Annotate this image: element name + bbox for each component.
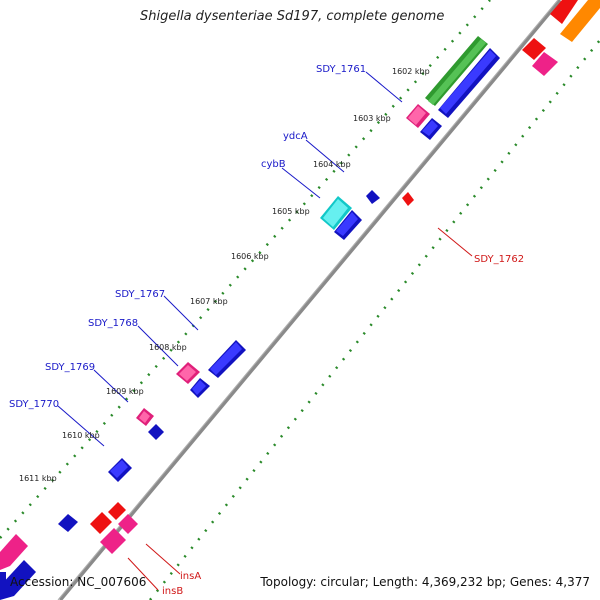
genome-title: Shigella dysenteriae Sd197, complete gen… bbox=[140, 9, 445, 24]
gene-green-large[interactable] bbox=[425, 36, 488, 106]
gene-blue-sdy-1769[interactable] bbox=[148, 424, 164, 440]
gene-label: SDY_1767 bbox=[115, 289, 165, 300]
gene-sdy-1768[interactable] bbox=[176, 362, 200, 384]
gene-blue-ydca-1[interactable] bbox=[420, 118, 442, 140]
gene-insb-magenta-2[interactable] bbox=[118, 514, 138, 534]
gene-label: SDY_1770 bbox=[9, 399, 59, 410]
gene-labels-forward: SDY_1761 ydcA cybB SDY_1767 SDY_1768 SDY_1769… bbox=[9, 64, 366, 410]
gene-label: ydcA bbox=[283, 131, 308, 142]
gene-sdy-1761[interactable] bbox=[406, 104, 430, 128]
gene-blue-sdy-1767[interactable] bbox=[208, 340, 246, 378]
gene-magenta-bottomleft[interactable] bbox=[0, 534, 28, 570]
kbp-label: 1604 kbp bbox=[313, 160, 351, 169]
kbp-label: 1605 kbp bbox=[272, 207, 310, 216]
gene-label: insA bbox=[180, 571, 201, 582]
kbp-label: 1603 kbp bbox=[353, 114, 391, 123]
gene-label: SDY_1762 bbox=[474, 254, 524, 265]
gene-blue-cybb[interactable] bbox=[334, 210, 362, 240]
gene-label: cybB bbox=[261, 159, 286, 170]
gene-labels-reverse: SDY_1762 insA insB bbox=[162, 254, 524, 597]
gene-blue-sdy-1768[interactable] bbox=[190, 378, 210, 398]
accession-text: Accession: NC_007606 bbox=[10, 575, 147, 589]
gene-blue-corner[interactable] bbox=[0, 572, 6, 590]
gene-red-right[interactable] bbox=[522, 38, 546, 60]
kbp-label: 1606 kbp bbox=[231, 252, 269, 261]
inner-tick-track bbox=[149, 39, 600, 600]
outer-tick-track bbox=[0, 0, 491, 539]
gene-blue-ydca-2[interactable] bbox=[366, 190, 380, 204]
gene-magenta-right[interactable] bbox=[532, 52, 558, 76]
gene-label: insB bbox=[162, 586, 183, 597]
kbp-labels: 1602 kbp 1603 kbp 1604 kbp 1605 kbp 1606 kbp… bbox=[19, 67, 430, 483]
gene-insb-magenta-1[interactable] bbox=[100, 528, 126, 554]
gene-blue-sdy-1770[interactable] bbox=[108, 458, 132, 482]
gene-sdy-1762[interactable] bbox=[402, 192, 414, 206]
gene-blue-bottomleft[interactable] bbox=[0, 560, 36, 600]
kbp-label: 1609 kbp bbox=[106, 387, 144, 396]
gene-label: SDY_1769 bbox=[45, 362, 95, 373]
gene-blue-large[interactable] bbox=[438, 48, 500, 118]
genome-backbone bbox=[58, 0, 562, 600]
gene-red-topright[interactable] bbox=[550, 0, 578, 24]
gene-insa-red-2[interactable] bbox=[108, 502, 126, 520]
gene-blue-lower-1[interactable] bbox=[58, 514, 78, 532]
gene-cybb[interactable] bbox=[320, 196, 352, 230]
gene-label: SDY_1761 bbox=[316, 64, 366, 75]
backbone-highlight bbox=[57, 0, 559, 600]
gene-sdy-1769[interactable] bbox=[136, 408, 154, 426]
kbp-label: 1602 kbp bbox=[392, 67, 430, 76]
genome-summary-text: Topology: circular; Length: 4,369,232 bp… bbox=[260, 575, 590, 589]
kbp-label: 1610 kbp bbox=[62, 431, 100, 440]
gene-insa-red-1[interactable] bbox=[90, 512, 112, 534]
leader-lines bbox=[57, 71, 473, 591]
gene-orange-topright[interactable] bbox=[560, 0, 600, 42]
kbp-label: 1611 kbp bbox=[19, 474, 57, 483]
gene-label: SDY_1768 bbox=[88, 318, 138, 329]
kbp-label: 1608 kbp bbox=[149, 343, 187, 352]
kbp-label: 1607 kbp bbox=[190, 297, 228, 306]
